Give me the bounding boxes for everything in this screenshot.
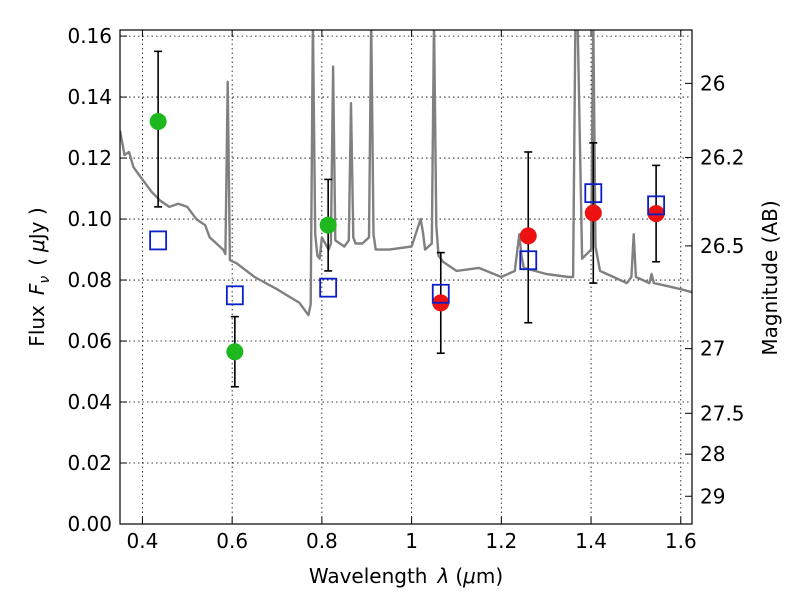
y-axis-label-unit-open: ( [25, 258, 49, 266]
model-photometry-square [149, 230, 168, 251]
y-axis-label-unit-rest: Jy ) [25, 207, 49, 241]
y-tick-label: 0.10 [67, 207, 112, 231]
x-tick-label: 1.4 [575, 529, 607, 553]
y2-tick-label: 26.2 [700, 145, 745, 169]
y-tick-label: 0.00 [67, 512, 112, 536]
y-tick-label: 0.16 [67, 24, 112, 48]
y-axis-label: Flux Fν ( μJy ) [25, 207, 53, 346]
x-tick-label: 0.8 [306, 529, 338, 553]
y-tick-label: 0.12 [67, 146, 112, 170]
x-tick-label: 1.6 [665, 529, 697, 553]
y2-tick-label: 27 [700, 337, 725, 361]
plot-frame [119, 29, 693, 525]
y-axis-label-symbol: F [25, 283, 49, 295]
model-spectrum-line [120, 30, 692, 317]
model-photometry-square [519, 250, 538, 271]
model-photometry-square [431, 283, 450, 304]
x-tick-label: 0.6 [216, 529, 248, 553]
model-photometry-square [584, 183, 603, 204]
model-spectrum-layer [120, 30, 692, 317]
y2-tick-label: 26 [700, 71, 725, 95]
y-axis-label-sub: ν [37, 276, 53, 284]
y-axis-label-text: Flux [25, 305, 49, 347]
x-axis-label-text: Wavelength [309, 564, 428, 588]
model-photometry-square [319, 277, 338, 298]
x-axis-label-unit-rest: m) [476, 564, 503, 588]
y-tick-label: 0.08 [67, 268, 112, 292]
x-axis-label: Wavelength λ (μm) [309, 564, 503, 588]
x-axis-label-symbol: λ [436, 564, 449, 588]
y-axis-label-unit-mu: μ [25, 239, 49, 253]
data-point-green-observed [149, 112, 167, 130]
y2-tick-label: 26.5 [700, 234, 745, 258]
x-axis-label-unit-mu: μ [462, 564, 476, 588]
x-tick-label: 1.2 [485, 529, 517, 553]
x-tick-label: 1 [405, 529, 418, 553]
data-point-green-observed [319, 216, 337, 234]
data-point-red-observed [584, 204, 602, 222]
y-tick-label: 0.04 [67, 390, 112, 414]
y2-tick-label: 28 [700, 442, 725, 466]
x-tick-label: 0.4 [127, 529, 159, 553]
y-tick-label: 0.14 [67, 85, 112, 109]
plot-background [120, 30, 692, 524]
model-photometry-square [647, 195, 666, 216]
x-axis-label-unit-open: ( [455, 564, 463, 588]
y2-axis-label: Magnitude (AB) [758, 200, 782, 355]
model-photometry-square [225, 285, 244, 306]
data-point-red-observed [519, 227, 537, 245]
data-markers [149, 112, 666, 361]
y2-tick-label: 27.5 [700, 401, 745, 425]
axis-ticks: 0.4 0.6 0.8 1 1.2 1.4 1.6 0.00 0.02 0.04 0.06 0.08 0… [67, 24, 744, 553]
y-tick-label: 0.02 [67, 451, 112, 475]
y-tick-label: 0.06 [67, 329, 112, 353]
data-point-green-observed [226, 343, 244, 361]
y2-tick-label: 29 [700, 484, 725, 508]
